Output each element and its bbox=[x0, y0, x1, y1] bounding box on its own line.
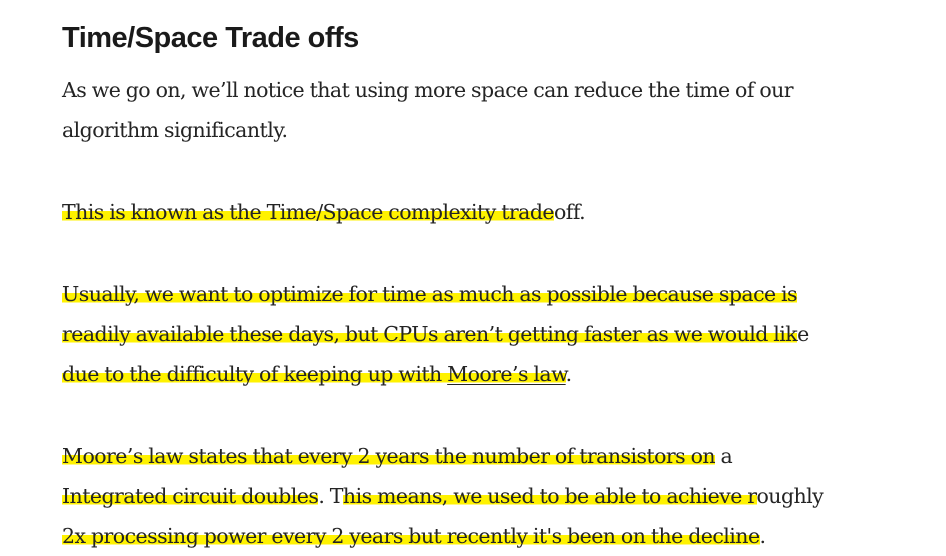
text-line: algorithm significantly. bbox=[62, 118, 288, 142]
text-run: oughly bbox=[756, 484, 824, 508]
text-run: . bbox=[565, 362, 573, 386]
paragraph-moores-law: Moore’s law states that every 2 years th… bbox=[62, 436, 824, 556]
highlighted-text[interactable]: due to the difficulty of keeping up with… bbox=[62, 362, 566, 386]
highlighted-text[interactable]: Usually, we want to optimize for time as… bbox=[62, 282, 798, 306]
text-line: As we go on, we’ll notice that using mor… bbox=[62, 78, 794, 102]
text-line: due to the difficulty of keeping up with… bbox=[62, 354, 809, 394]
highlighted-text[interactable]: Moore’s law states that every 2 years th… bbox=[62, 444, 716, 468]
text-line: Integrated circuit doubles. This means, … bbox=[62, 476, 824, 516]
highlighted-text[interactable]: Integrated circuit doubles bbox=[62, 484, 319, 508]
highlighted-text[interactable]: This is known as the Time/Space complexi… bbox=[62, 200, 555, 224]
text-line: Usually, we want to optimize for time as… bbox=[62, 274, 809, 314]
paragraph-intro: As we go on, we’ll notice that using mor… bbox=[62, 70, 794, 150]
text-line: readily available these days, but CPUs a… bbox=[62, 314, 809, 354]
section-heading: Time/Space Trade offs bbox=[62, 22, 359, 54]
paragraph-tradeoff: This is known as the Time/Space complexi… bbox=[62, 192, 586, 232]
text-run: a bbox=[715, 444, 733, 468]
text-line: 2x processing power every 2 years but re… bbox=[62, 516, 823, 556]
moores-law-link[interactable]: Moore’s law bbox=[447, 362, 566, 386]
highlighted-text[interactable]: his means, we used to be able to achieve… bbox=[342, 484, 757, 508]
text-run: . T bbox=[318, 484, 343, 508]
text-run: e bbox=[797, 322, 809, 346]
paragraph-optimize: Usually, we want to optimize for time as… bbox=[62, 274, 809, 394]
highlighted-text[interactable]: readily available these days, but CPUs a… bbox=[62, 322, 798, 346]
text-line: Moore’s law states that every 2 years th… bbox=[62, 436, 823, 476]
highlighted-text[interactable]: 2x processing power every 2 years but re… bbox=[62, 524, 760, 548]
text-line: This is known as the Time/Space complexi… bbox=[62, 192, 586, 232]
text-run: due to the difficulty of keeping up with bbox=[62, 362, 448, 386]
text-run: . bbox=[759, 524, 767, 548]
text-run: off. bbox=[554, 200, 586, 224]
